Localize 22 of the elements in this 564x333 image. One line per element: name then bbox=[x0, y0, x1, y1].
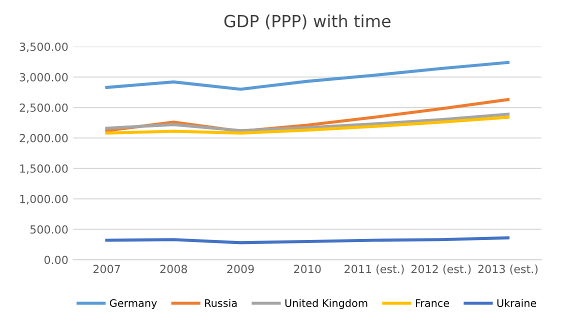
y-tick-label: 0.00 bbox=[44, 256, 68, 264]
x-tick-label: 2012 (est.) bbox=[411, 264, 471, 275]
x-tick-label: 2008 bbox=[160, 264, 188, 274]
x-tick-label: 2007 bbox=[93, 264, 120, 274]
legend-label: United Kingdom bbox=[285, 298, 368, 310]
x-tick-label: 2010 bbox=[294, 264, 321, 274]
x-tick-label: 2011 (est.) bbox=[344, 264, 404, 275]
chart-title: GDP (PPP) with time bbox=[224, 14, 390, 30]
y-tick-label: 2,000.00 bbox=[20, 134, 68, 144]
legend-label: France bbox=[416, 299, 450, 308]
y-tick-label: 500.00 bbox=[30, 225, 68, 234]
y-tick-label: 1,500.00 bbox=[20, 164, 68, 174]
y-tick-label: 3,500.00 bbox=[20, 42, 68, 52]
y-tick-label: 2,500.00 bbox=[20, 103, 68, 114]
x-tick-label: 2013 (est.) bbox=[478, 264, 538, 275]
y-tick-label: 3,000.00 bbox=[20, 73, 68, 83]
legend-label: Ukraine bbox=[497, 298, 536, 308]
y-tick-label: 1,000.00 bbox=[20, 194, 68, 204]
x-tick-label: 2009 bbox=[227, 264, 254, 274]
line-series bbox=[105, 60, 510, 91]
legend-label: Germany bbox=[110, 299, 157, 310]
legend-label: Russia bbox=[205, 298, 237, 308]
